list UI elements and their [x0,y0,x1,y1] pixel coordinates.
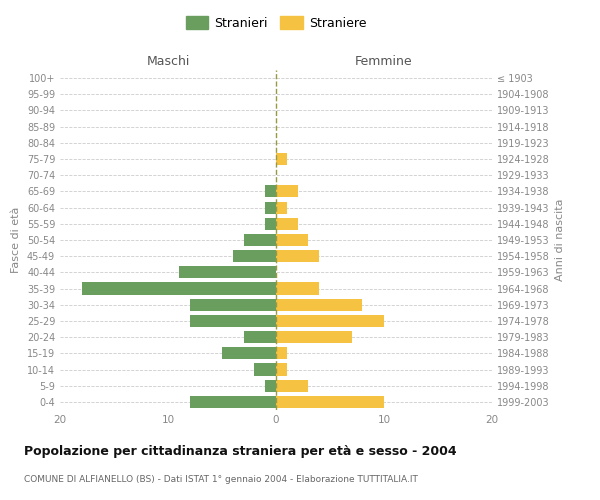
Bar [276,202,287,213]
Bar [276,153,287,165]
Text: COMUNE DI ALFIANELLO (BS) - Dati ISTAT 1° gennaio 2004 - Elaborazione TUTTITALIA: COMUNE DI ALFIANELLO (BS) - Dati ISTAT 1… [24,475,418,484]
Bar [265,202,276,213]
Bar [233,250,276,262]
Text: Maschi: Maschi [146,56,190,68]
Bar [276,298,362,311]
Bar [190,298,276,311]
Bar [276,331,352,343]
Bar [265,186,276,198]
Bar [244,331,276,343]
Bar [190,396,276,408]
Bar [222,348,276,360]
Bar [276,348,287,360]
Bar [244,234,276,246]
Y-axis label: Fasce di età: Fasce di età [11,207,21,273]
Bar [276,250,319,262]
Text: Femmine: Femmine [355,56,413,68]
Bar [179,266,276,278]
Bar [276,364,287,376]
Bar [190,315,276,327]
Bar [276,234,308,246]
Bar [276,218,298,230]
Text: Popolazione per cittadinanza straniera per età e sesso - 2004: Popolazione per cittadinanza straniera p… [24,445,457,458]
Y-axis label: Anni di nascita: Anni di nascita [555,198,565,281]
Bar [82,282,276,294]
Bar [276,282,319,294]
Bar [276,315,384,327]
Bar [276,186,298,198]
Bar [276,380,308,392]
Bar [265,218,276,230]
Bar [276,396,384,408]
Legend: Stranieri, Straniere: Stranieri, Straniere [181,11,371,35]
Bar [254,364,276,376]
Bar [265,380,276,392]
